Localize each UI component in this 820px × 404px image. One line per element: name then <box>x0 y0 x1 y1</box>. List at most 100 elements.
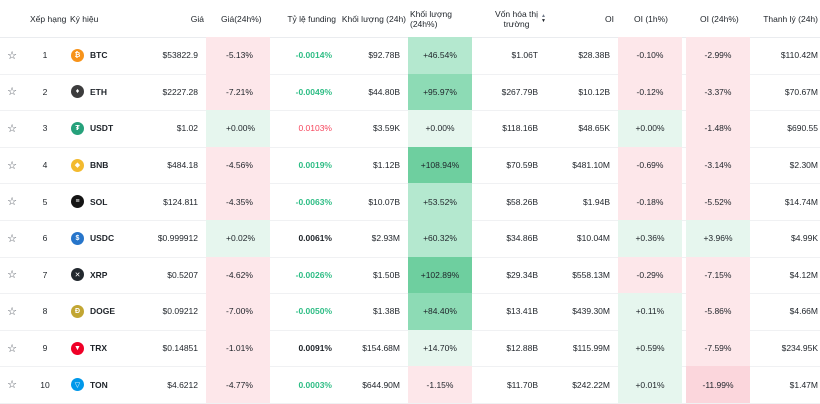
rank-cell: 2 <box>42 86 48 97</box>
tether-icon: ₮ <box>71 121 84 135</box>
price-cell: $4.6212 <box>167 379 198 390</box>
market-cap-cell: $118.16B <box>502 123 538 134</box>
favorite-star-icon[interactable]: ☆ <box>7 196 17 209</box>
symbol-cell[interactable]: ₿ BTC <box>71 37 141 74</box>
market-cap-cell: $58.26B <box>506 196 538 207</box>
symbol-cell[interactable]: ₮ USDT <box>71 110 141 147</box>
market-cap-cell: $267.79B <box>501 86 538 97</box>
header-market-cap[interactable]: Vốn hóa thị trường ▲ ▼ <box>495 8 546 29</box>
table-row[interactable]: ☆ 2 ♦ ETH $2227.28 -7.21% -0.0049% $44.80B +95.9… <box>0 73 820 112</box>
funding-rate-cell: 0.0103% <box>298 123 332 134</box>
table-row[interactable]: ☆ 8 Ð DOGE $0.09212 -7.00% -0.0050% $1.38B +84.4… <box>0 293 820 331</box>
table-row[interactable]: ☆ 9 ▼ TRX $0.14851 -1.01% 0.0091% $154.68M +14.7… <box>0 329 820 368</box>
oi-cell: $115.99M <box>572 343 610 354</box>
header-oi-24h[interactable]: OI (24h%) <box>700 13 739 24</box>
liquidation-cell: $4.99K <box>791 233 818 244</box>
liquidation-cell: $4.66M <box>789 306 818 317</box>
oi-1h-cell: +0.36% <box>618 220 682 257</box>
table-row[interactable]: ☆ 7 ✕ XRP $0.5207 -4.62% -0.0026% $1.50B +102.89… <box>0 256 820 295</box>
favorite-star-icon[interactable]: ☆ <box>7 86 17 99</box>
header-oi[interactable]: OI <box>605 13 614 24</box>
oi-1h-cell: +0.11% <box>618 293 682 330</box>
symbol-label: ETH <box>90 86 107 97</box>
rank-cell: 7 <box>42 269 48 280</box>
header-rank[interactable]: Xếp hạng <box>30 13 67 24</box>
header-liquidation[interactable]: Thanh lý (24h) <box>763 13 818 24</box>
price-cell: $53822.9 <box>162 50 198 61</box>
price-change-cell: -4.62% <box>206 256 270 294</box>
oi-1h-cell: +0.59% <box>618 329 682 367</box>
volume-change-cell: +102.89% <box>408 256 472 294</box>
symbol-cell[interactable]: Ð DOGE <box>71 293 141 330</box>
symbol-label: SOL <box>90 196 108 207</box>
rank-cell: 9 <box>42 343 48 354</box>
oi-cell: $48.65K <box>578 123 610 134</box>
sort-icon[interactable]: ▲ ▼ <box>541 12 546 24</box>
favorite-star-icon[interactable]: ☆ <box>7 379 17 392</box>
favorite-star-icon[interactable]: ☆ <box>7 305 17 318</box>
symbol-cell[interactable]: $ USDC <box>71 220 141 257</box>
volume-change-cell: +53.52% <box>408 183 472 220</box>
oi-cell: $439.30M <box>572 306 610 317</box>
liquidation-cell: $14.74M <box>784 196 818 207</box>
symbol-cell[interactable]: ▽ TON <box>71 366 141 403</box>
liquidation-cell: $690.55 <box>787 123 818 134</box>
header-oi-1h[interactable]: OI (1h%) <box>634 13 669 24</box>
oi-cell: $1.94B <box>583 196 610 207</box>
funding-rate-cell: -0.0049% <box>295 86 332 97</box>
rank-cell: 3 <box>42 123 48 134</box>
funding-rate-cell: 0.0003% <box>298 379 332 390</box>
favorite-star-icon[interactable]: ☆ <box>7 232 17 245</box>
favorite-star-icon[interactable]: ☆ <box>7 122 17 135</box>
favorite-star-icon[interactable]: ☆ <box>7 342 17 355</box>
header-price[interactable]: Giá <box>190 13 204 24</box>
volume-change-cell: +95.97% <box>408 73 472 111</box>
table-row[interactable]: ☆ 6 $ USDC $0.999912 +0.02% 0.0061% $2.93M +60.3… <box>0 220 820 258</box>
oi-24h-cell: -7.15% <box>686 256 750 294</box>
price-change-cell: +0.00% <box>206 110 270 147</box>
header-symbol[interactable]: Ký hiệu <box>70 13 99 24</box>
favorite-star-icon[interactable]: ☆ <box>7 49 17 62</box>
funding-rate-cell: -0.0050% <box>295 306 332 317</box>
volume-change-cell: +0.00% <box>408 110 472 147</box>
favorite-star-icon[interactable]: ☆ <box>7 159 17 172</box>
table-row[interactable]: ☆ 5 ≡ SOL $124.811 -4.35% -0.0063% $10.07B +53.5… <box>0 183 820 221</box>
oi-cell: $558.13M <box>572 269 610 280</box>
rank-cell: 8 <box>42 306 48 317</box>
price-change-cell: -1.01% <box>206 329 270 367</box>
header-volume-change[interactable]: Khối lượng (24h%) <box>410 8 452 29</box>
header-volume[interactable]: Khối lượng (24h) <box>341 13 406 24</box>
rank-cell: 1 <box>42 50 48 61</box>
price-change-cell: -4.56% <box>206 146 270 184</box>
table-row[interactable]: ☆ 10 ▽ TON $4.6212 -4.77% 0.0003% $644.90M -1.15… <box>0 366 820 404</box>
volume-cell: $1.38B <box>373 306 400 317</box>
symbol-cell[interactable]: ◆ BNB <box>71 147 141 184</box>
symbol-label: DOGE <box>90 306 116 317</box>
usdc-icon: $ <box>71 231 84 245</box>
table-row[interactable]: ☆ 4 ◆ BNB $484.18 -4.56% 0.0019% $1.12B +108.94%… <box>0 146 820 185</box>
volume-change-cell: -1.15% <box>408 366 472 403</box>
oi-1h-cell: -0.18% <box>618 183 682 220</box>
volume-change-cell: +84.40% <box>408 293 472 330</box>
price-change-cell: -7.00% <box>206 293 270 330</box>
oi-cell: $242.22M <box>572 379 610 390</box>
symbol-cell[interactable]: ≡ SOL <box>71 183 141 220</box>
price-cell: $0.14851 <box>162 343 198 354</box>
table-row[interactable]: ☆ 3 ₮ USDT $1.02 +0.00% 0.0103% $3.59K +0.00% $11… <box>0 110 820 148</box>
header-price-change[interactable]: Giá(24h%) <box>221 13 262 24</box>
volume-cell: $44.80B <box>368 86 400 97</box>
market-cap-cell: $29.34B <box>506 269 538 280</box>
volume-cell: $3.59K <box>373 123 400 134</box>
symbol-cell[interactable]: ♦ ETH <box>71 74 141 111</box>
funding-rate-cell: -0.0014% <box>295 50 332 61</box>
oi-1h-cell: +0.00% <box>618 110 682 147</box>
symbol-cell[interactable]: ✕ XRP <box>71 257 141 294</box>
symbol-cell[interactable]: ▼ TRX <box>71 330 141 367</box>
market-cap-cell: $13.41B <box>506 306 538 317</box>
favorite-star-icon[interactable]: ☆ <box>7 269 17 282</box>
table-row[interactable]: ☆ 1 ₿ BTC $53822.9 -5.13% -0.0014% $92.78B +46.5… <box>0 37 820 75</box>
header-funding-rate[interactable]: Tỷ lệ funding <box>287 13 336 24</box>
xrp-icon: ✕ <box>71 268 84 282</box>
tron-icon: ▼ <box>71 341 84 355</box>
symbol-label: USDC <box>90 233 115 244</box>
